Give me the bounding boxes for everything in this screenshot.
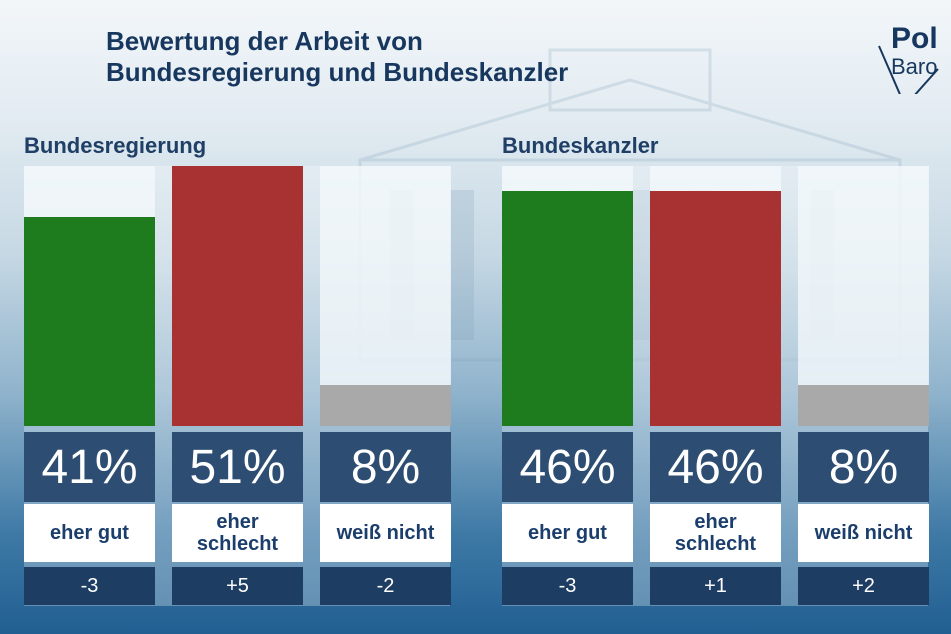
logo-mark-icon [878,45,939,94]
change-label-bundeskanzler-weiss-nicht: +2 [798,567,929,605]
change-label-bundesregierung-eher-gut: -3 [24,567,155,605]
logo: Pol Baro [878,14,951,94]
change-label-bundesregierung-weiss-nicht: -2 [320,567,451,605]
bar-track-bundesregierung-weiss-nicht [320,166,451,426]
logo-text-bottom: Baro [891,54,938,79]
bar-track-bundeskanzler-weiss-nicht [798,166,929,426]
bar-bundesregierung-eher-gut [24,217,155,426]
panel-title-bundeskanzler: Bundeskanzler [502,133,659,158]
value-label-bundesregierung-eher-gut: 41% [24,432,155,502]
value-label-bundesregierung-weiss-nicht: 8% [320,432,451,502]
change-label-bundeskanzler-eher-gut: -3 [502,567,633,605]
panel-title-bundesregierung: Bundesregierung [24,133,207,158]
category-label-bundeskanzler-weiss-nicht: weiß nicht [798,504,929,562]
bar-track-bundesregierung-eher-schlecht [172,166,303,426]
title-line-2: Bundesregierung und Bundeskanzler [106,57,569,87]
value-label-bundeskanzler-weiss-nicht: 8% [798,432,929,502]
logo-text-top: Pol [891,22,938,55]
category-label-bundeskanzler-eher-schlecht: eher schlecht [650,504,781,562]
bar-bundesregierung-weiss-nicht [320,385,451,426]
value-label-bundeskanzler-eher-schlecht: 46% [650,432,781,502]
title-line-1: Bewertung der Arbeit von [106,26,423,56]
category-label-bundesregierung-eher-gut: eher gut [24,504,155,562]
value-label-bundesregierung-eher-schlecht: 51% [172,432,303,502]
category-label-bundeskanzler-eher-gut: eher gut [502,504,633,562]
bar-bundeskanzler-weiss-nicht [798,385,929,426]
bar-track-bundeskanzler-eher-gut [502,166,633,426]
bar-track-bundeskanzler-eher-schlecht [650,166,781,426]
value-label-bundeskanzler-eher-gut: 46% [502,432,633,502]
bar-bundeskanzler-eher-schlecht [650,191,781,426]
change-label-bundesregierung-eher-schlecht: +5 [172,567,303,605]
category-label-bundesregierung-weiss-nicht: weiß nicht [320,504,451,562]
change-label-bundeskanzler-eher-schlecht: +1 [650,567,781,605]
bar-track-bundesregierung-eher-gut [24,166,155,426]
bar-bundesregierung-eher-schlecht [172,166,303,426]
category-label-bundesregierung-eher-schlecht: eher schlecht [172,504,303,562]
bar-bundeskanzler-eher-gut [502,191,633,426]
chart-title: Bewertung der Arbeit von Bundesregierung… [106,26,568,88]
